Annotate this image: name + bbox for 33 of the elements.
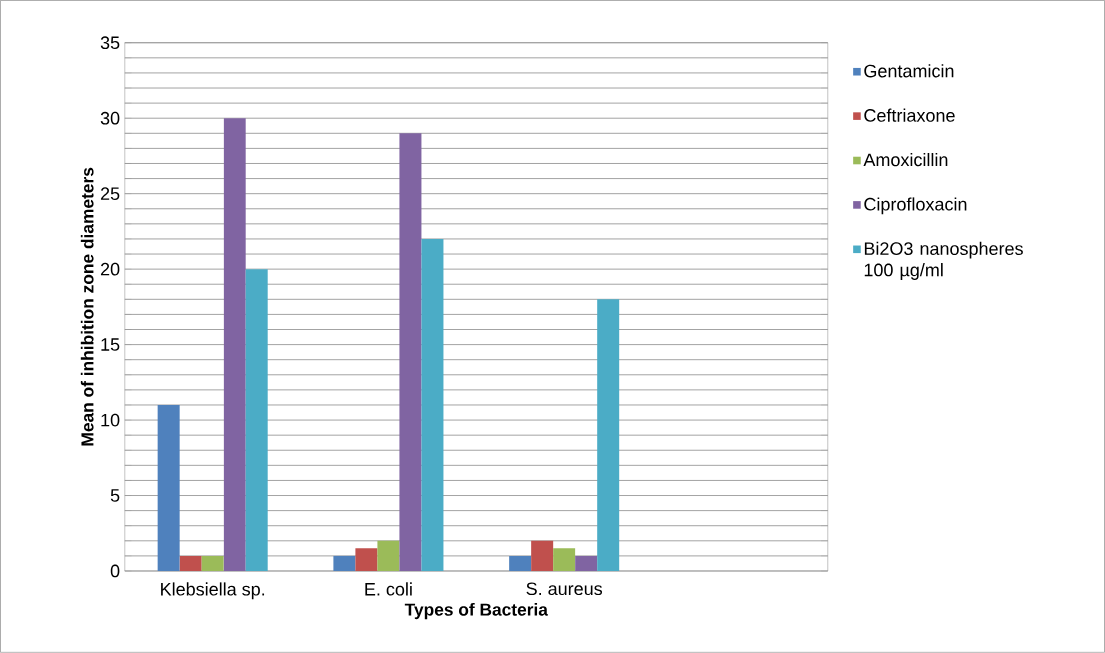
y-tick-label: 30 bbox=[100, 111, 120, 125]
y-tick-label: 10 bbox=[101, 413, 120, 427]
y-tick-label: 25 bbox=[100, 187, 120, 201]
bar bbox=[575, 556, 598, 572]
legend-label: Amoxicillin bbox=[863, 153, 948, 167]
legend-label: Ceftriaxone bbox=[864, 108, 955, 122]
x-tick-label: E. coli bbox=[365, 582, 412, 596]
x-axis-title: Types of Bacteria bbox=[404, 603, 549, 620]
bar bbox=[509, 556, 532, 572]
y-tick-label: 35 bbox=[100, 36, 120, 50]
bar bbox=[399, 133, 422, 572]
legend-label: Ciprofloxacin bbox=[864, 197, 967, 215]
legend-label: Gentamicin bbox=[864, 64, 954, 78]
bar bbox=[421, 239, 444, 572]
bar bbox=[553, 548, 576, 572]
bar bbox=[245, 269, 268, 572]
y-tick-label: 0 bbox=[110, 564, 120, 578]
bar bbox=[179, 556, 202, 572]
bar bbox=[157, 405, 180, 572]
x-tick-label: S. aureus bbox=[526, 582, 603, 596]
bar bbox=[223, 118, 246, 572]
bar bbox=[597, 299, 620, 572]
legend-label: Bi2O3 nanospheres 100 µg/ml bbox=[864, 241, 1023, 281]
x-tick-label: Klebsiella sp. bbox=[161, 582, 265, 600]
bar bbox=[201, 556, 224, 572]
y-axis-title: Mean of inhibition zone diameters bbox=[80, 167, 94, 446]
bar bbox=[355, 548, 378, 572]
bar bbox=[531, 540, 554, 572]
bar bbox=[377, 540, 400, 572]
bar bbox=[333, 556, 356, 572]
y-tick-label: 5 bbox=[110, 489, 120, 502]
y-tick-label: 20 bbox=[100, 262, 120, 276]
y-tick-label: 15 bbox=[101, 338, 120, 351]
